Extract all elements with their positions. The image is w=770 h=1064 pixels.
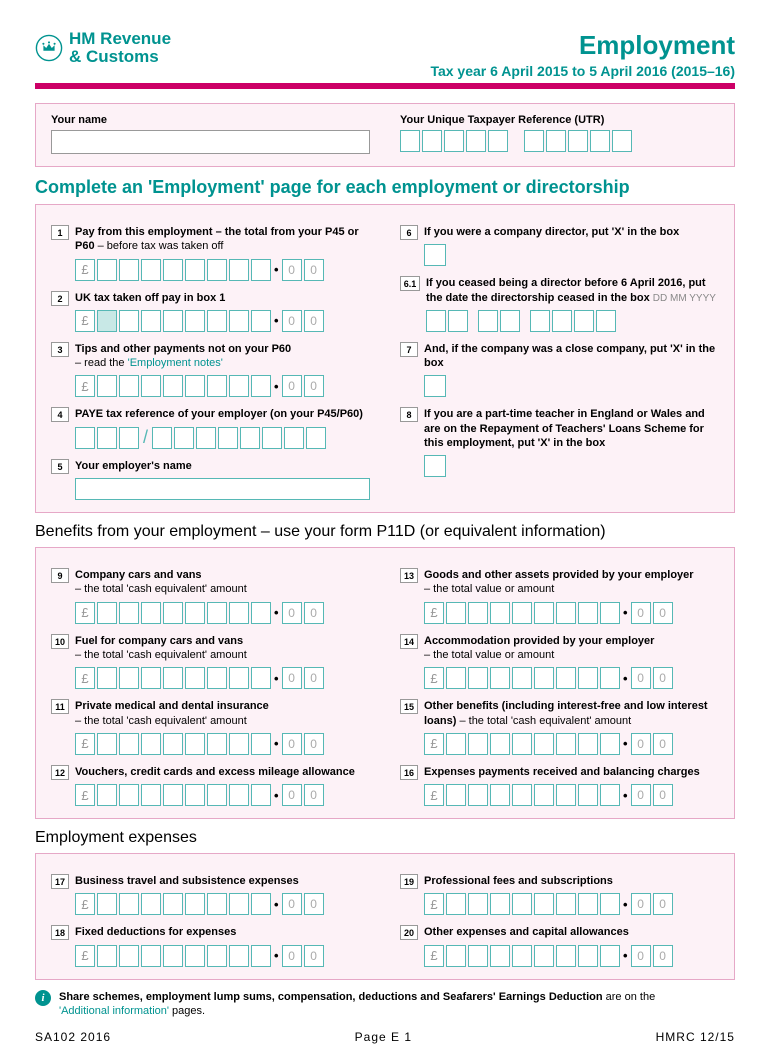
q3-input[interactable]: £•00 [75,375,370,397]
section3-title: Employment expenses [35,829,735,847]
q2-label: UK tax taken off pay in box 1 [75,291,370,305]
q-num: 12 [51,765,69,780]
expenses-section: 17 Business travel and subsistence expen… [35,853,735,980]
q-num: 19 [400,874,418,889]
q13-input[interactable]: £•00 [424,602,719,624]
q1-input[interactable]: £•00 [75,259,370,281]
info-text: Share schemes, employment lump sums, com… [59,990,655,1019]
footer-center: Page E 1 [355,1030,412,1044]
q3-label: Tips and other payments not on your P60–… [75,342,370,371]
q9-input[interactable]: £•00 [75,602,370,624]
name-label: Your name [51,114,370,126]
footer-left: SA102 2016 [35,1030,111,1044]
footer: SA102 2016 Page E 1 HMRC 12/15 [35,1030,735,1044]
q-num: 15 [400,699,418,714]
q14-label: Accommodation provided by your employer–… [424,634,719,663]
q4-label: PAYE tax reference of your employer (on … [75,407,370,421]
q7-input[interactable] [424,375,446,397]
q1-label: Pay from this employment – the total fro… [75,225,370,254]
info-icon: i [35,990,51,1006]
name-input[interactable] [51,130,370,154]
q11-input[interactable]: £•00 [75,733,370,755]
divider-bar [35,83,735,89]
header: HM Revenue & Customs Employment Tax year… [35,30,735,79]
q61-label: If you ceased being a director before 6 … [426,276,719,305]
q2-input[interactable]: £•00 [75,310,370,332]
q15-label: Other benefits (including interest-free … [424,699,719,728]
q-num: 1 [51,225,69,240]
logo-line1: HM Revenue [69,30,171,48]
q6-input[interactable] [424,244,446,266]
q4-input[interactable]: / [75,427,370,449]
q17-label: Business travel and subsistence expenses [75,874,370,888]
q20-label: Other expenses and capital allowances [424,925,719,939]
q-num: 5 [51,459,69,474]
page-subtitle: Tax year 6 April 2015 to 5 April 2016 (2… [430,63,735,79]
employment-section: 1 Pay from this employment – the total f… [35,204,735,513]
utr-input[interactable] [400,130,719,152]
header-right: Employment Tax year 6 April 2015 to 5 Ap… [430,30,735,79]
q-num: 14 [400,634,418,649]
q18-label: Fixed deductions for expenses [75,925,370,939]
q-num: 11 [51,699,69,714]
q14-input[interactable]: £•00 [424,667,719,689]
q7-label: And, if the company was a close company,… [424,342,719,371]
q10-label: Fuel for company cars and vans– the tota… [75,634,370,663]
q-num: 20 [400,925,418,940]
info-note: i Share schemes, employment lump sums, c… [35,990,735,1019]
q-num: 6 [400,225,418,240]
q-num: 17 [51,874,69,889]
q-num: 4 [51,407,69,422]
q-num: 16 [400,765,418,780]
q20-input[interactable]: £•00 [424,945,719,967]
section2-title: Benefits from your employment – use your… [35,523,735,541]
q12-label: Vouchers, credit cards and excess mileag… [75,765,370,779]
q-num: 18 [51,925,69,940]
footer-right: HMRC 12/15 [656,1030,735,1044]
q5-label: Your employer's name [75,459,370,473]
q19-input[interactable]: £•00 [424,893,719,915]
q-num: 3 [51,342,69,357]
q8-label: If you are a part-time teacher in Englan… [424,407,719,450]
q10-input[interactable]: £•00 [75,667,370,689]
page-title: Employment [430,30,735,61]
utr-label: Your Unique Taxpayer Reference (UTR) [400,114,719,126]
q5-input[interactable] [75,478,370,500]
logo-line2: & Customs [69,48,171,66]
q13-label: Goods and other assets provided by your … [424,568,719,597]
section1-title: Complete an 'Employment' page for each e… [35,177,735,198]
q61-input[interactable] [426,310,719,332]
crown-icon [35,34,63,62]
q18-input[interactable]: £•00 [75,945,370,967]
q6-label: If you were a company director, put 'X' … [424,225,719,239]
q19-label: Professional fees and subscriptions [424,874,719,888]
q17-input[interactable]: £•00 [75,893,370,915]
q15-input[interactable]: £•00 [424,733,719,755]
q-num: 13 [400,568,418,583]
q-num: 2 [51,291,69,306]
q11-label: Private medical and dental insurance– th… [75,699,370,728]
q9-label: Company cars and vans– the total 'cash e… [75,568,370,597]
identity-section: Your name Your Unique Taxpayer Reference… [35,103,735,167]
q16-input[interactable]: £•00 [424,784,719,806]
logo-text: HM Revenue & Customs [69,30,171,66]
q16-label: Expenses payments received and balancing… [424,765,719,779]
q-num: 7 [400,342,418,357]
q12-input[interactable]: £•00 [75,784,370,806]
logo-block: HM Revenue & Customs [35,30,171,66]
q8-input[interactable] [424,455,446,477]
q-num: 9 [51,568,69,583]
q-num: 8 [400,407,418,422]
q-num: 10 [51,634,69,649]
q-num: 6.1 [400,276,420,291]
benefits-section: 9 Company cars and vans– the total 'cash… [35,547,735,819]
